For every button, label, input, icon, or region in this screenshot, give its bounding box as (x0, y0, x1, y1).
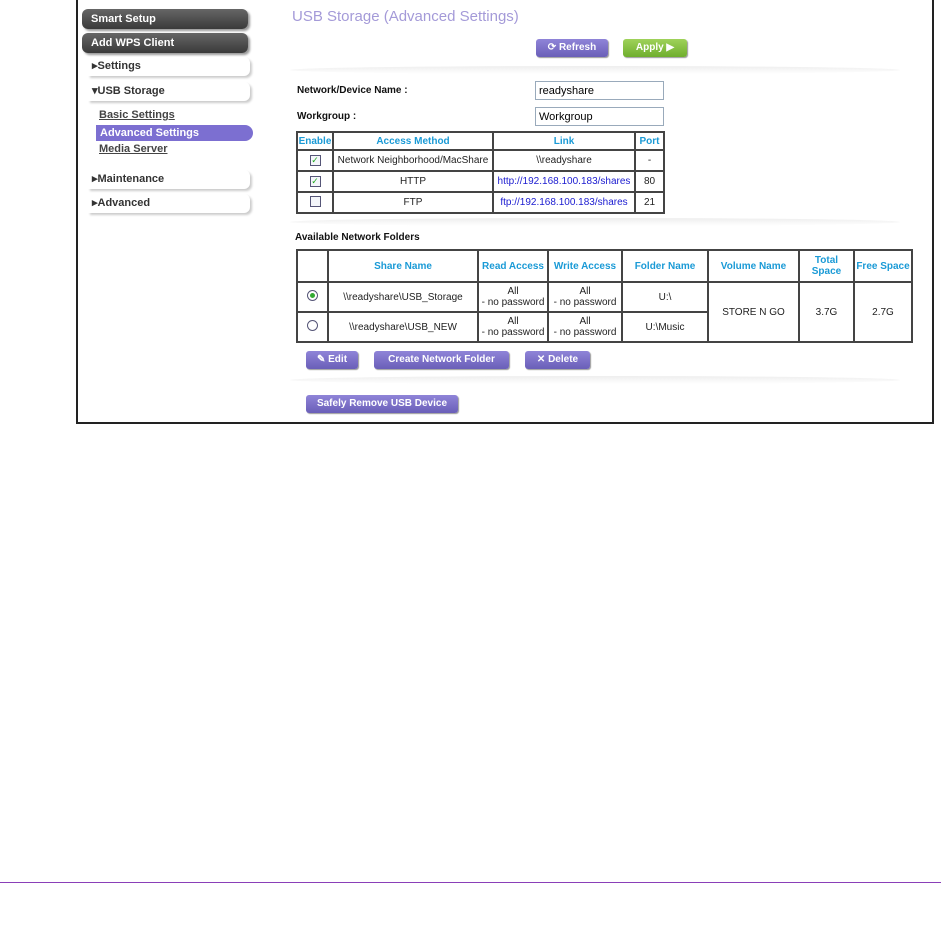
col-volume-name: Volume Name (707, 249, 800, 283)
table-row: \\readyshare\USB_Storage All - no password… (296, 281, 913, 343)
free-space: 2.7G (853, 281, 913, 343)
col-enable: Enable (296, 131, 334, 151)
folder-radio[interactable] (307, 290, 318, 301)
http-link[interactable]: http://192.168.100.183/shares (497, 176, 631, 187)
table-row: ✓ HTTP http://192.168.100.183/shares 80 (296, 170, 665, 193)
workgroup-input[interactable] (535, 107, 664, 126)
table-row: ✓ Network Neighborhood/MacShare \\readysha… (296, 149, 665, 172)
read-password: - no password (481, 297, 545, 308)
divider (290, 376, 900, 384)
pencil-icon: ✎ (316, 354, 329, 365)
divider (290, 66, 900, 74)
sidebar-media-server[interactable]: Media Server (99, 143, 168, 155)
workgroup-label: Workgroup : (297, 111, 357, 122)
ftp-link[interactable]: ftp://192.168.100.183/shares (500, 197, 628, 208)
col-share-name: Share Name (327, 249, 479, 283)
read-access: All (507, 286, 519, 297)
page-title: USB Storage (Advanced Settings) (292, 8, 519, 25)
sidebar-basic-settings[interactable]: Basic Settings (99, 109, 175, 121)
access-method: Network Neighborhood/MacShare (332, 149, 494, 172)
read-password: - no password (481, 327, 545, 338)
close-icon: ✕ (536, 354, 549, 365)
port: 21 (634, 191, 665, 214)
edit-button[interactable]: ✎ Edit (306, 351, 358, 369)
apply-button[interactable]: Apply ▶ (623, 39, 687, 57)
safely-remove-usb-button[interactable]: Safely Remove USB Device (306, 395, 458, 413)
divider (290, 218, 900, 226)
edit-label: Edit (328, 354, 348, 365)
col-access-method: Access Method (332, 131, 494, 151)
refresh-icon: ⟳ (547, 42, 559, 53)
sidebar-add-wps-client[interactable]: Add WPS Client (82, 33, 248, 53)
enable-checkbox[interactable]: ✓ (309, 155, 321, 166)
write-password: - no password (553, 327, 617, 338)
enable-checkbox[interactable] (309, 195, 321, 207)
col-port: Port (634, 131, 665, 151)
access-method: HTTP (332, 170, 494, 193)
folders-table: Share Name Read Access Write Access Folder … (296, 249, 913, 343)
folder-name: U:\ (621, 281, 709, 313)
col-folder-name: Folder Name (621, 249, 709, 283)
volume-name: STORE N GO (707, 281, 800, 343)
delete-label: Delete (548, 354, 579, 365)
table-row: FTP ftp://192.168.100.183/shares 21 (296, 191, 665, 214)
sidebar-maintenance[interactable]: ▸Maintenance (88, 170, 250, 189)
sidebar-smart-setup[interactable]: Smart Setup (82, 9, 248, 29)
share-name: \\readyshare\USB_Storage (327, 281, 479, 313)
sidebar-usb-storage[interactable]: ▾USB Storage (88, 82, 250, 101)
write-password: - no password (553, 297, 617, 308)
folders-title: Available Network Folders (295, 232, 420, 243)
col-free-space: Free Space (853, 249, 913, 283)
device-name-input[interactable] (535, 81, 664, 100)
link-text: \\readyshare (492, 149, 636, 172)
read-access: All (507, 316, 519, 327)
create-network-folder-button[interactable]: Create Network Folder (374, 351, 509, 369)
enable-checkbox[interactable]: ✓ (309, 176, 321, 187)
page-rule (0, 882, 941, 883)
device-name-label: Network/Device Name : (297, 85, 408, 96)
share-name: \\readyshare\USB_NEW (327, 311, 479, 343)
write-access: All (579, 286, 591, 297)
col-read-access: Read Access (477, 249, 549, 283)
sidebar-advanced[interactable]: ▸Advanced (88, 194, 250, 213)
col-total-space: Total Space (798, 249, 855, 283)
sidebar-advanced-settings[interactable]: Advanced Settings (96, 125, 253, 141)
sidebar-settings[interactable]: ▸Settings (88, 57, 250, 76)
screenshot-frame (76, 0, 934, 424)
total-space: 3.7G (798, 281, 855, 343)
port: - (634, 149, 665, 172)
port: 80 (634, 170, 665, 193)
table-row: \\readyshare\USB_NEW All - no password All -… (296, 311, 912, 343)
folder-name: U:\Music (621, 311, 709, 343)
folder-radio[interactable] (307, 320, 318, 331)
col-link: Link (492, 131, 636, 151)
refresh-button[interactable]: ⟳ Refresh (536, 39, 608, 57)
write-access: All (579, 316, 591, 327)
access-method: FTP (332, 191, 494, 214)
access-method-table: Enable Access Method Link Port ✓ Network Nei… (296, 131, 665, 214)
refresh-label: Refresh (558, 42, 597, 53)
delete-button[interactable]: ✕ Delete (525, 351, 590, 369)
col-write-access: Write Access (547, 249, 623, 283)
